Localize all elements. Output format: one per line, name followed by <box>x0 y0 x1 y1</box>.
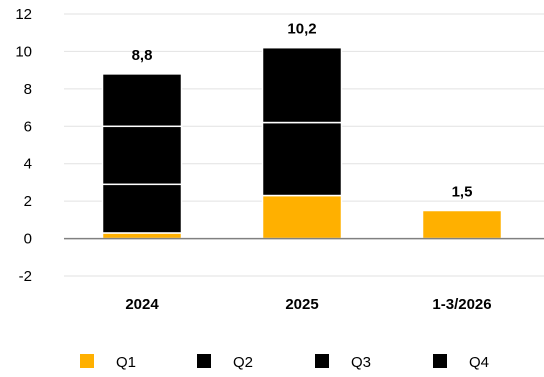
bar-segment-q3-0 <box>101 125 183 186</box>
legend: Q1 Q2 Q3 Q4 <box>80 354 489 371</box>
bar-segment-q1-1 <box>261 194 343 240</box>
y-tick-label: 8 <box>24 81 32 98</box>
legend-swatch-q1 <box>80 354 94 368</box>
y-tick-label: 6 <box>24 118 32 135</box>
bar-total-labels: 8,8 10,2 1,5 <box>132 21 473 201</box>
bar-segment-q2-0 <box>101 183 183 234</box>
bar-total-label: 1,5 <box>452 184 473 201</box>
bar-total-label: 10,2 <box>287 21 316 38</box>
bar-segment-q1-0 <box>101 232 183 240</box>
y-tick-label: 12 <box>15 6 32 23</box>
bar-segment-q1-2 <box>421 209 503 240</box>
y-axis-ticks: -2 0 2 4 6 8 10 12 <box>15 6 32 285</box>
legend-swatch-q3 <box>315 354 329 368</box>
y-tick-label: 10 <box>15 43 32 60</box>
category-label: 2024 <box>125 296 159 313</box>
legend-label-q4: Q4 <box>469 354 489 371</box>
bar-segment-q3-1 <box>261 46 343 124</box>
y-tick-label: 4 <box>24 156 32 173</box>
legend-swatch-q2 <box>197 354 211 368</box>
legend-label-q2: Q2 <box>233 354 253 371</box>
bar-segment-q2-1 <box>261 121 343 197</box>
legend-swatch-q4 <box>433 354 447 368</box>
y-tick-label: 0 <box>24 231 32 248</box>
category-labels: 2024 2025 1-3/2026 <box>125 296 491 313</box>
category-label: 1-3/2026 <box>432 296 491 313</box>
bar-total-label: 8,8 <box>132 47 153 64</box>
y-tick-label: -2 <box>19 268 32 285</box>
y-tick-label: 2 <box>24 193 32 210</box>
legend-label-q1: Q1 <box>116 354 136 371</box>
category-label: 2025 <box>285 296 318 313</box>
legend-label-q3: Q3 <box>351 354 371 371</box>
bar-segment-q4-0 <box>101 73 183 128</box>
bars <box>101 46 503 240</box>
